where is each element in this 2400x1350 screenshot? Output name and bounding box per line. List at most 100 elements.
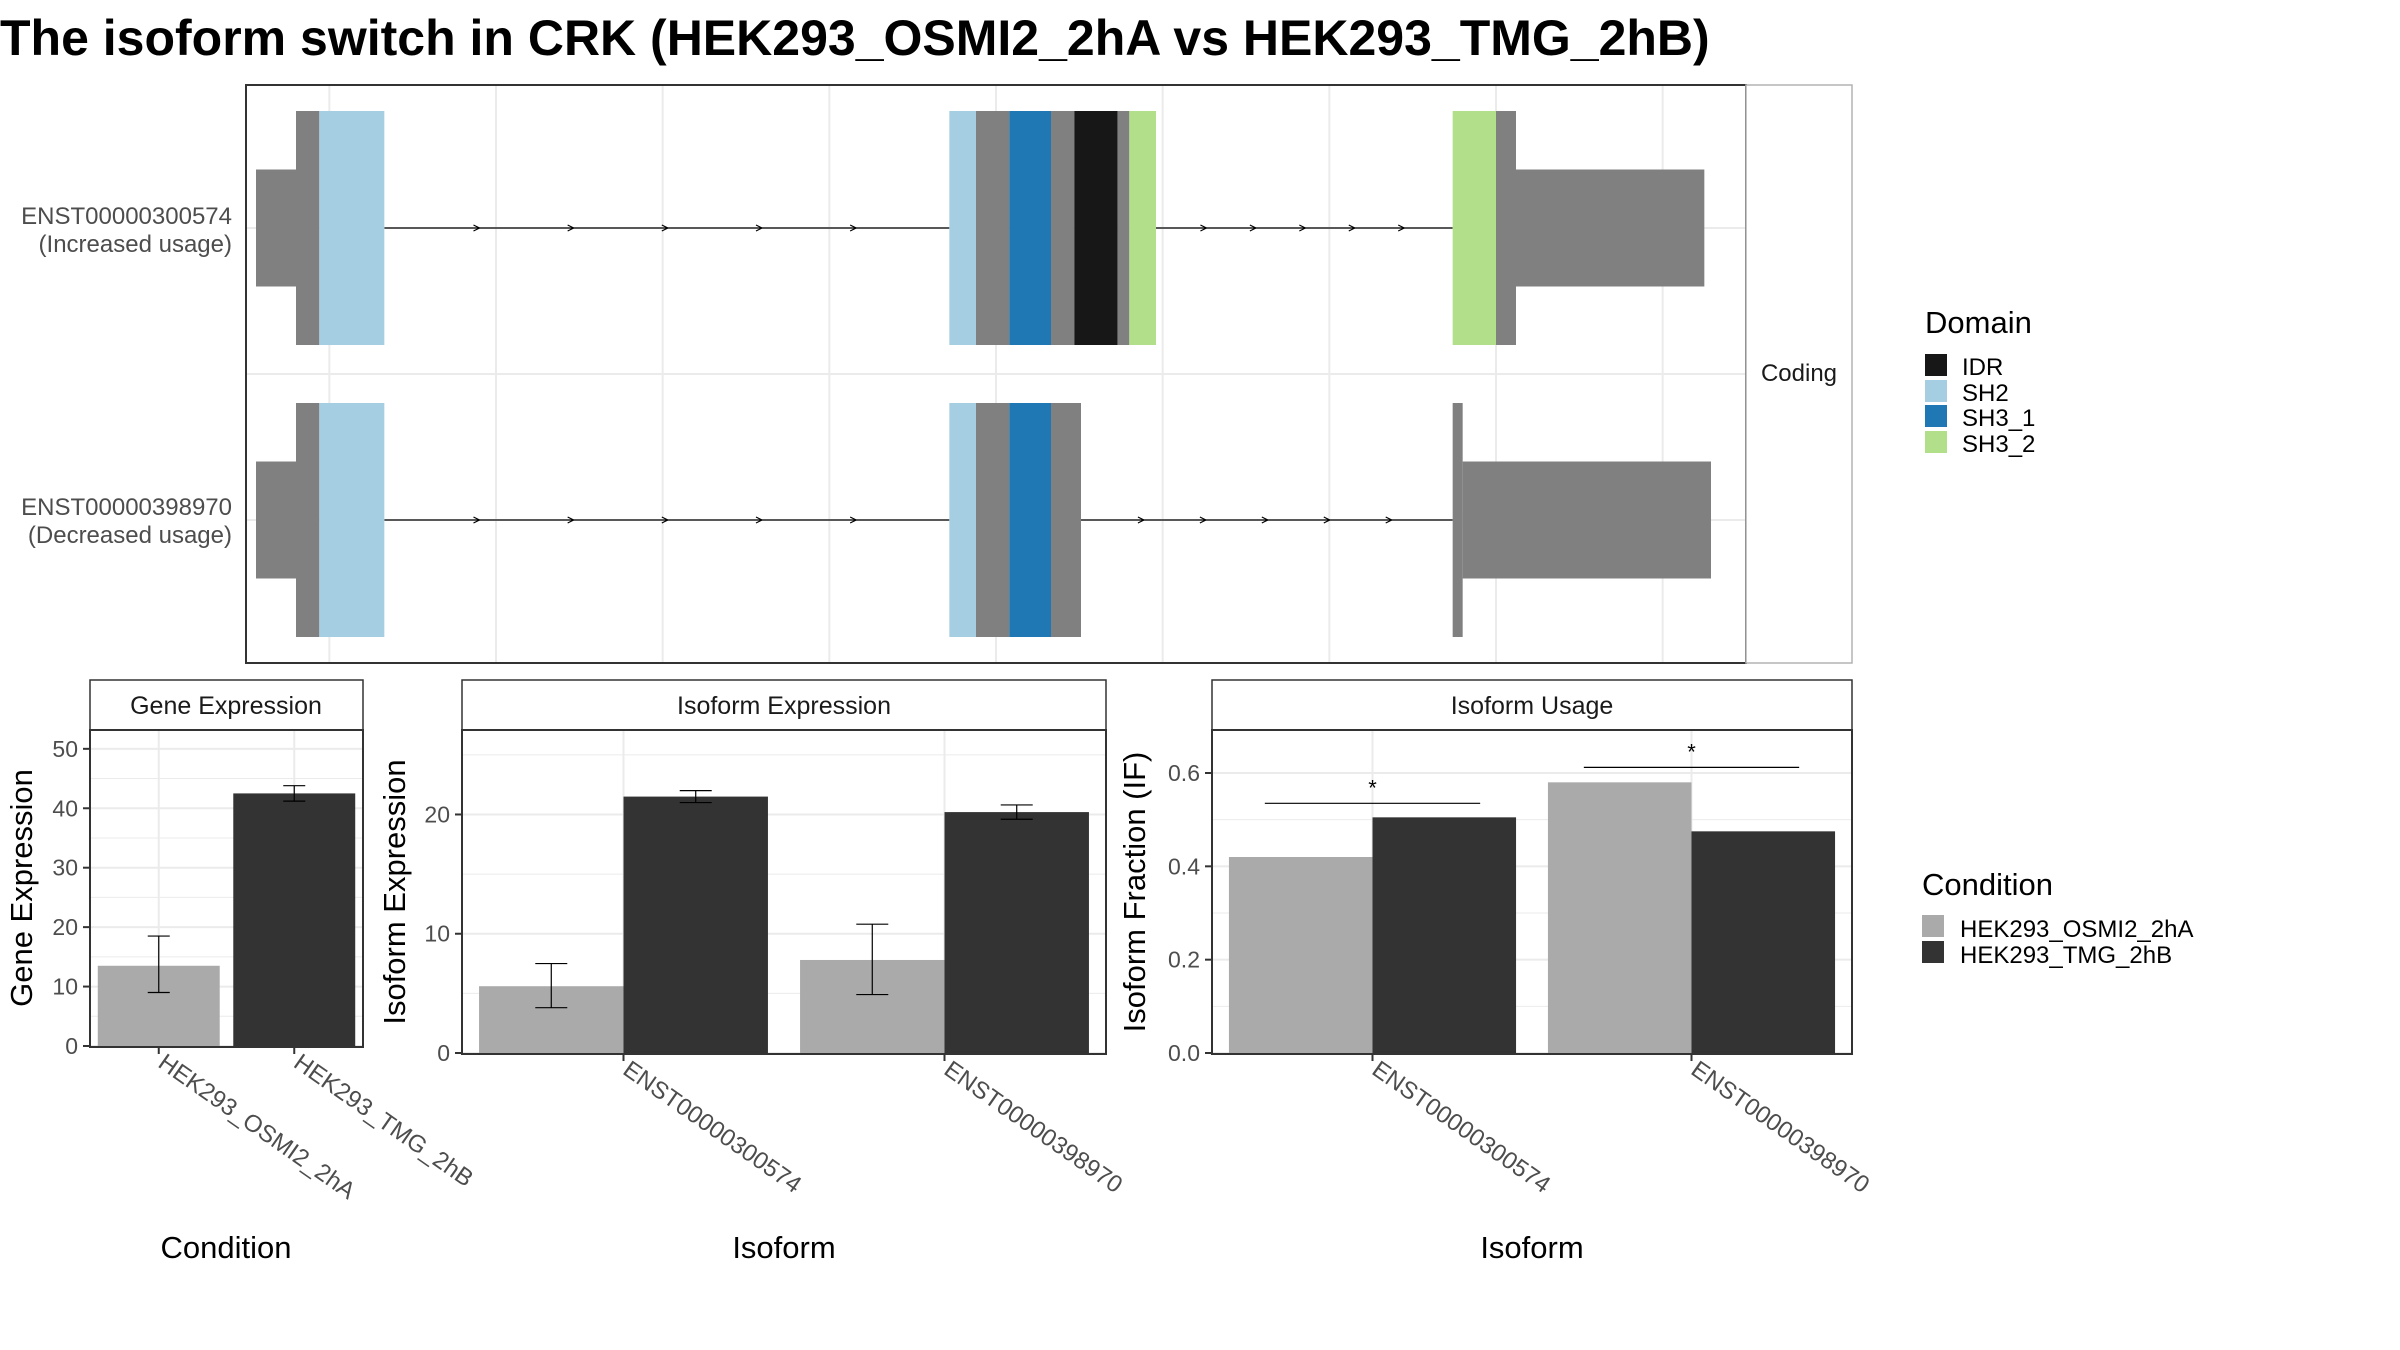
- gene-expression-xlabel: Condition: [161, 1230, 292, 1265]
- y-tick-label: 10: [424, 921, 450, 947]
- bar: [944, 812, 1089, 1053]
- exon-segment-cds: [1117, 111, 1130, 345]
- legend-key-sh2: [1925, 380, 1947, 402]
- intron-arrow: [661, 224, 670, 232]
- exon-segment-utr: [1462, 461, 1711, 579]
- domain-legend-title: Domain: [1925, 305, 2032, 340]
- exon-segment-cds: [976, 403, 1010, 637]
- legend-key-condition-a: [1922, 915, 1944, 937]
- figure-title: The isoform switch in CRK (HEK293_OSMI2_…: [0, 10, 1710, 66]
- y-tick-label: 0.4: [1168, 853, 1200, 879]
- exon-segment-cds: [296, 403, 320, 637]
- condition-legend: Condition HEK293_OSMI2_2hA HEK293_TMG_2h…: [1922, 867, 2193, 969]
- exon-segment-cds: [296, 111, 320, 345]
- exon-segment-sh2: [319, 111, 385, 345]
- isoform-expression-strip-label: Isoform Expression: [677, 692, 891, 720]
- exon-segment-utr: [256, 461, 296, 579]
- x-tick-label: ENST00000398970: [939, 1056, 1127, 1199]
- exon-segment-utr: [256, 169, 296, 287]
- isoform-usage-border: [1211, 729, 1853, 1055]
- intron-arrow: [473, 516, 481, 524]
- intron-arrow: [1323, 516, 1332, 524]
- exon-segment-sh3-1: [1009, 111, 1051, 345]
- gene-expression-ylabel: Gene Expression: [4, 769, 39, 1007]
- gene-expression-strip-label: Gene Expression: [130, 692, 322, 720]
- exon-segment-cds: [976, 111, 1010, 345]
- intron-arrow: [1397, 224, 1406, 232]
- isoform-expression-ylabel: Isoform Expression: [377, 759, 412, 1024]
- intron-arrow: [849, 516, 858, 524]
- isoform-usage-xlabel: Isoform: [1480, 1230, 1583, 1265]
- exon-segment-idr: [1074, 111, 1118, 345]
- bar: [623, 796, 768, 1053]
- legend-key-sh3-2: [1925, 431, 1947, 453]
- intron-arrow: [473, 224, 481, 232]
- legend-label-sh2: SH2: [1962, 380, 2009, 407]
- legend-key-condition-b: [1922, 941, 1944, 963]
- exon-segment-sh2: [949, 403, 976, 637]
- y-tick-label: 0.2: [1168, 947, 1200, 973]
- gene-expression-strip: [89, 679, 364, 731]
- intron-arrow: [1348, 224, 1357, 232]
- bar: [1228, 857, 1373, 1053]
- isoform-usage-strip: [1211, 679, 1853, 731]
- y-tick-label: 50: [52, 736, 78, 762]
- bar: [1547, 782, 1692, 1053]
- exon-segment-sh2: [319, 403, 385, 637]
- gene-expression-marks: 01020304050HEK293_OSMI2_2hAHEK293_TMG_2h…: [52, 731, 478, 1205]
- significance-star: *: [1368, 775, 1377, 800]
- y-tick-label: 0.0: [1168, 1040, 1200, 1066]
- exon-segment-cds: [1496, 111, 1516, 345]
- intron-arrow: [1249, 224, 1258, 232]
- bar: [233, 793, 356, 1046]
- isoform-expression-xlabel: Isoform: [732, 1230, 835, 1265]
- intron-arrow: [849, 224, 858, 232]
- y-tick-label: 0.6: [1168, 760, 1200, 786]
- intron-arrow: [661, 516, 670, 524]
- facet-strip-coding: [1745, 84, 1853, 664]
- transcript-status-2: (Decreased usage): [28, 522, 232, 549]
- legend-key-sh3-1: [1925, 405, 1947, 427]
- exon-segment-sh3-1: [1009, 403, 1051, 637]
- x-tick-label: ENST00000300574: [1367, 1056, 1555, 1199]
- intron-arrow: [755, 516, 764, 524]
- exon-segment-cds: [1051, 111, 1075, 345]
- transcript-label-2: ENST00000398970: [21, 494, 232, 521]
- intron-arrow: [1199, 516, 1208, 524]
- bar: [1372, 817, 1517, 1053]
- y-tick-label: 30: [52, 855, 78, 881]
- exon-segment-sh3-2: [1129, 111, 1156, 345]
- exon-segment-sh3-2: [1452, 111, 1496, 345]
- transcript-status-1: (Increased usage): [39, 231, 232, 258]
- x-tick-label: ENST00000300574: [618, 1056, 806, 1199]
- legend-label-sh3-2: SH3_2: [1962, 431, 2035, 458]
- exon-segment-sh2: [949, 111, 976, 345]
- significance-star: *: [1687, 739, 1696, 764]
- legend-label-condition-b: HEK293_TMG_2hB: [1960, 942, 2172, 969]
- y-tick-label: 10: [52, 974, 78, 1000]
- isoform-expression-border: [461, 729, 1107, 1055]
- y-tick-label: 0: [437, 1040, 450, 1066]
- intron-arrow: [567, 224, 576, 232]
- condition-legend-title: Condition: [1922, 867, 2053, 902]
- structure-transcripts: [256, 111, 1711, 637]
- isoform-usage-marks: 0.0 0.2 0.4 0.6 * * ENST00000300574 ENST0000039…: [1168, 731, 1874, 1199]
- intron-arrow: [1137, 516, 1146, 524]
- intron-arrow: [1385, 516, 1394, 524]
- domain-legend: Domain IDR SH2 SH3_1 SH3_2: [1925, 305, 2035, 458]
- intron-arrow: [1200, 224, 1208, 232]
- exon-segment-cds: [1452, 403, 1463, 637]
- isoform-expression-marks: 0 10 20 ENST00000300574 ENST00000398970: [424, 731, 1127, 1199]
- isoform-usage-ylabel: Isoform Fraction (IF): [1117, 752, 1152, 1033]
- legend-label-idr: IDR: [1962, 354, 2003, 381]
- legend-label-sh3-1: SH3_1: [1962, 405, 2035, 432]
- gene-structure-panel: Coding ENST00000300574 (Increased usage)…: [21, 84, 1853, 664]
- legend-label-condition-a: HEK293_OSMI2_2hA: [1960, 916, 2193, 943]
- exon-segment-cds: [1051, 403, 1081, 637]
- gene-expression-border: [89, 729, 364, 1048]
- exon-segment-utr: [1516, 169, 1705, 287]
- transcript-label-1: ENST00000300574: [21, 203, 232, 230]
- y-tick-label: 40: [52, 795, 78, 821]
- x-tick-label: ENST00000398970: [1686, 1056, 1874, 1199]
